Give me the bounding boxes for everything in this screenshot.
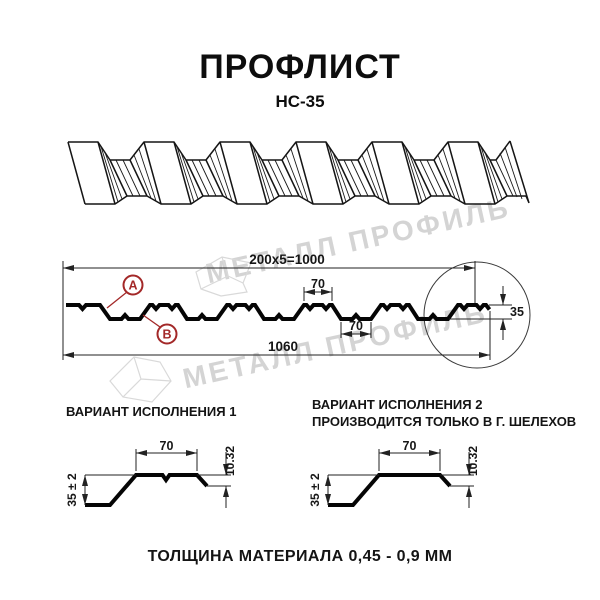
page-title: ПРОФЛИСТ [199,48,401,86]
variant2-height-label: 35 ± 2 [308,473,322,507]
callout-a-label: А [128,279,137,293]
variant1-lip-label: 10.32 [223,446,237,476]
callout-b-label: В [162,328,171,342]
callout-b: В [142,314,178,345]
variant-1-title: ВАРИАНТ ИСПОЛНЕНИЯ 1 [66,404,237,419]
model-label: НС-35 [275,92,325,111]
metall-profil-logo-outline-icon [109,356,172,403]
variant1-rib-width-label: 70 [160,439,174,453]
dimension-height-label: 35 [510,305,524,319]
dimension-coverage-width-label: 200x5=1000 [249,252,324,267]
magnifier-circle [423,261,531,369]
variant-2-drawing: 70 35 ± 2 10.32 [308,439,480,508]
brand-watermark-text-upper: МЕТАЛЛ ПРОФИЛЬ [203,192,513,290]
cross-section-drawing: 200x5=1000 1060 70 70 35 А В [62,252,531,369]
variant-1-heading: ВАРИАНТ ИСПОЛНЕНИЯ 1 [66,403,236,420]
variant-2-subtitle: ПРОИЗВОДИТСЯ ТОЛЬКО В Г. ШЕЛЕХОВ [312,414,577,429]
profile-outline [66,303,492,321]
dimension-rib-bottom-label: 70 [349,319,363,333]
callout-a: А [106,274,144,309]
variant2-rib-width-label: 70 [403,439,417,453]
sheet-3d-drawing [67,140,530,205]
dimension-overall-width-label: 1060 [268,339,298,354]
variant-1-drawing: 70 35 ± 2 10.32 [65,439,237,508]
variant2-lip-label: 10.32 [466,446,480,476]
variant1-height-label: 35 ± 2 [65,473,79,507]
variant-2-heading: ВАРИАНТ ИСПОЛНЕНИЯ 2 ПРОИЗВОДИТСЯ ТОЛЬКО… [312,396,576,430]
material-note: ТОЛЩИНА МАТЕРИАЛА 0,45 - 0,9 ММ [147,548,453,565]
variant-2-title: ВАРИАНТ ИСПОЛНЕНИЯ 2 [312,397,483,412]
dimension-rib-top-label: 70 [311,277,325,291]
metall-profil-logo-outline-icon [195,256,252,297]
